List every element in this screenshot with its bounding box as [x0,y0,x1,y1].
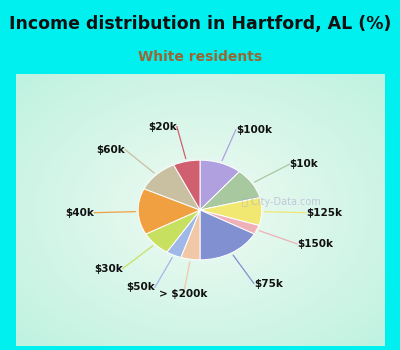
Text: $30k: $30k [94,264,123,273]
Text: $50k: $50k [126,282,155,292]
Text: Ⓜ City-Data.com: Ⓜ City-Data.com [242,197,320,207]
Wedge shape [181,210,200,260]
Text: $10k: $10k [290,159,318,169]
Text: $125k: $125k [306,208,342,218]
Wedge shape [200,160,240,210]
Wedge shape [167,210,200,257]
Text: $150k: $150k [297,239,333,249]
Wedge shape [138,189,200,234]
Text: $40k: $40k [65,208,94,218]
Wedge shape [200,198,262,225]
Wedge shape [200,210,254,260]
Text: > $200k: > $200k [159,289,208,299]
Text: White residents: White residents [138,50,262,64]
Wedge shape [174,160,200,210]
Wedge shape [146,210,200,252]
Text: $60k: $60k [96,145,125,155]
Text: $20k: $20k [148,121,177,132]
Text: Income distribution in Hartford, AL (%): Income distribution in Hartford, AL (%) [9,15,391,33]
Wedge shape [200,210,259,234]
Text: $75k: $75k [254,279,283,288]
Wedge shape [144,165,200,210]
Wedge shape [200,172,260,210]
Text: $100k: $100k [236,125,272,135]
